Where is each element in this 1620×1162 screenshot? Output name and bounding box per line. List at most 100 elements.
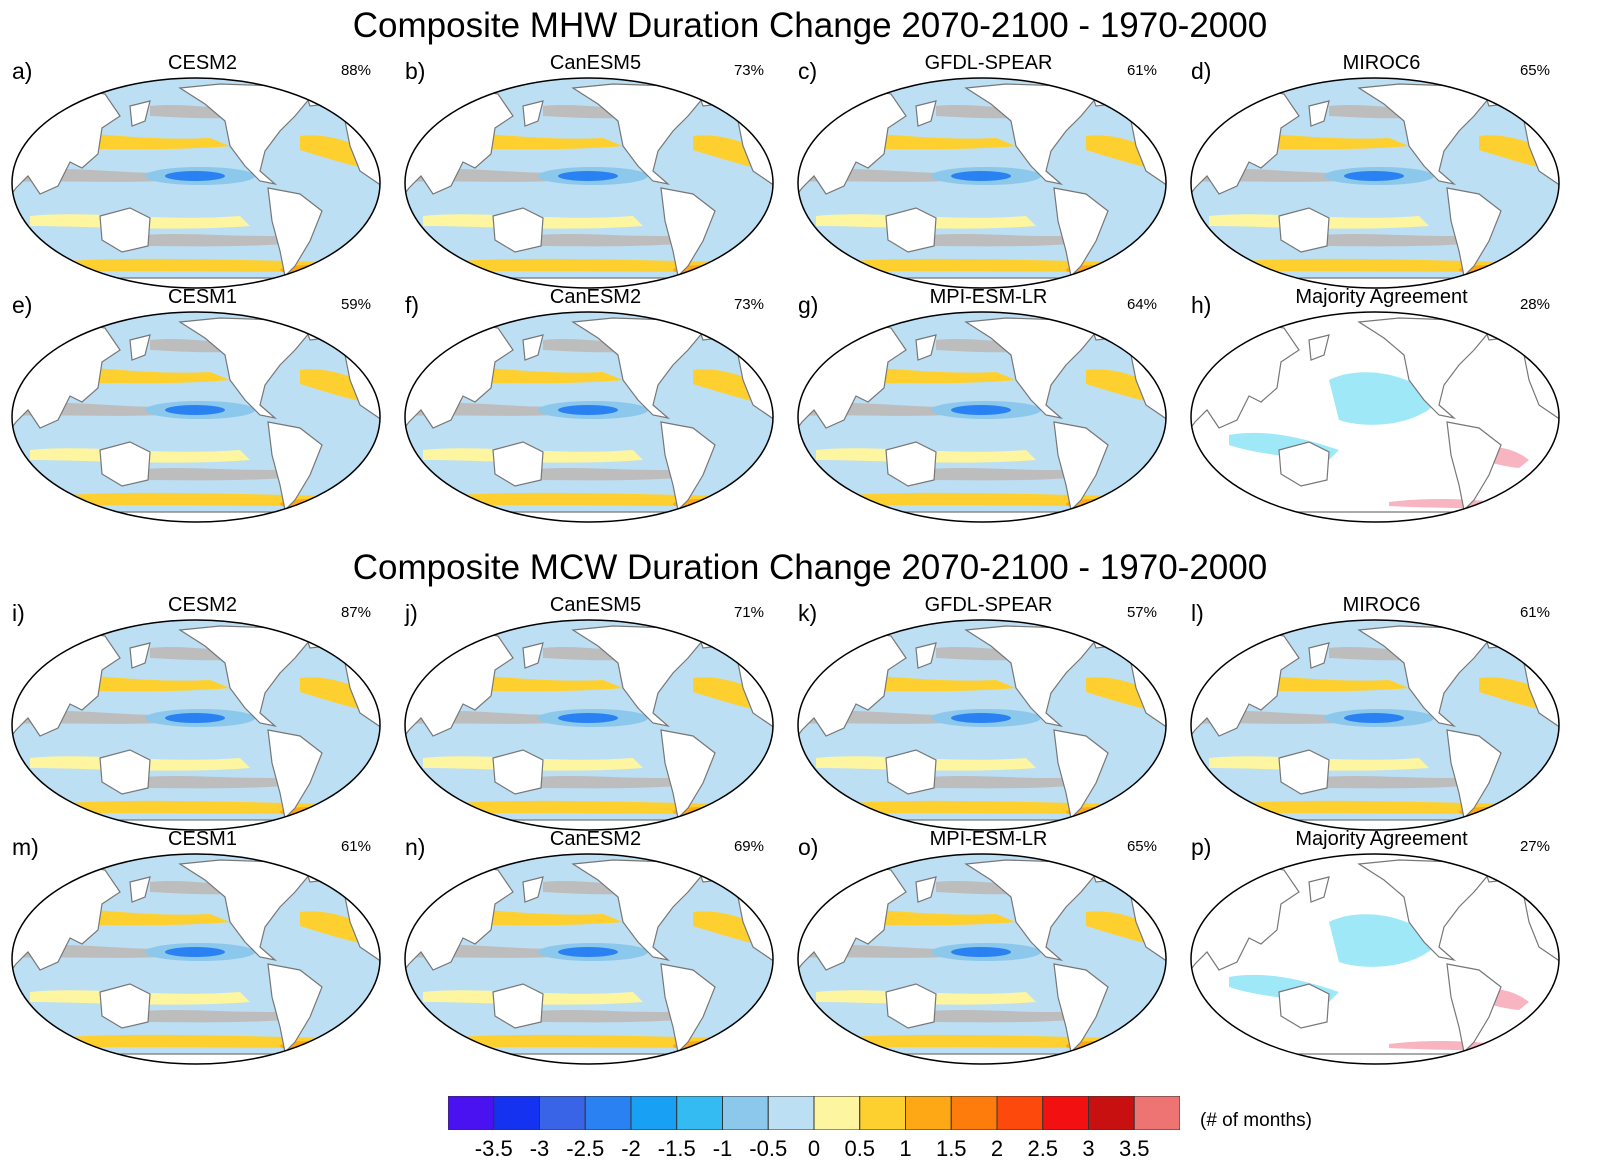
continent [522, 876, 544, 903]
negative-anomaly [165, 171, 225, 181]
continent [1308, 334, 1330, 361]
panel-percent: 27% [1519, 838, 1550, 855]
neutral-area [1309, 234, 1489, 247]
continent [522, 642, 544, 669]
negative-anomaly [558, 713, 618, 723]
neutral-area [523, 468, 703, 481]
mhw-section-title: Composite MHW Duration Change 2070-2100 … [352, 6, 1268, 45]
panel-percent: 87% [340, 604, 371, 621]
continent [522, 100, 544, 127]
panel-letter: g) [798, 292, 819, 318]
map-svg [404, 619, 774, 831]
map-border [797, 619, 1167, 831]
panel-percent: 59% [340, 296, 371, 313]
panel-model-name: MIROC6 [1342, 594, 1421, 616]
panel-percent: 61% [340, 838, 371, 855]
panel-letter: j) [405, 600, 418, 626]
map-border [11, 619, 381, 831]
continent [660, 963, 716, 1054]
colorbar-tick-label: -1.5 [657, 1136, 696, 1161]
map-panel: c) GFDL-SPEAR 61% [796, 52, 1181, 289]
colorbar-units: (# of months) [1200, 1110, 1312, 1131]
panel-percent: 57% [1126, 604, 1157, 621]
panel-percent: 65% [1519, 62, 1550, 79]
continent [99, 983, 151, 1029]
panel-percent: 73% [733, 62, 764, 79]
positive-anomaly [836, 492, 1126, 506]
continent [492, 207, 544, 253]
panel-model-name: MPI-ESM-LR [929, 286, 1048, 308]
map-border [797, 77, 1167, 289]
map-svg [797, 77, 1167, 289]
map-border [1190, 311, 1560, 523]
colorbar-swatch [584, 1096, 632, 1130]
map-field [12, 854, 380, 1064]
negative-anomaly [165, 947, 225, 957]
panel-percent: 64% [1126, 296, 1157, 313]
map-panel: m) CESM1 61% [10, 828, 395, 1065]
panel-percent: 71% [733, 604, 764, 621]
continent [660, 187, 716, 278]
continent [1446, 187, 1502, 278]
colorbar-tick-label: -2.5 [566, 1136, 605, 1161]
map-svg [404, 77, 774, 289]
map-border [1190, 619, 1560, 831]
continent [267, 187, 323, 278]
colorbar-tick-label: -2 [621, 1136, 641, 1161]
panel-model-name: Majority Agreement [1295, 828, 1468, 850]
positive-anomaly [1229, 800, 1519, 814]
panel-letter: b) [405, 58, 426, 84]
map-panel: i) CESM2 87% [10, 594, 395, 831]
colorbar-swatch [448, 1096, 495, 1130]
continent [492, 441, 544, 487]
colorbar-swatch [996, 1096, 1044, 1130]
continent [1278, 441, 1330, 487]
colorbar-tick-label: 3 [1082, 1136, 1095, 1161]
positive-anomaly [836, 258, 1126, 272]
panel-letter: m) [12, 834, 39, 860]
continent [1308, 642, 1330, 669]
positive-anomaly [50, 258, 340, 272]
panel-model-name: CanESM5 [549, 594, 642, 616]
continent [492, 983, 544, 1029]
neutral-area [916, 1010, 1096, 1023]
continent [1053, 963, 1109, 1054]
colorbar-tick-label: 2.5 [1027, 1136, 1059, 1161]
negative-anomaly [165, 713, 225, 723]
positive-anomaly [443, 258, 733, 272]
colorbar-tick-label: -0.5 [749, 1136, 788, 1161]
panel-percent: 61% [1126, 62, 1157, 79]
colorbar-tick-label: 2 [990, 1136, 1004, 1161]
continent [99, 207, 151, 253]
colorbar [448, 1096, 1180, 1130]
colorbar-tick-label: -3.5 [474, 1136, 513, 1161]
neutral-area [523, 234, 703, 247]
negative-anomaly [165, 405, 225, 415]
panel-model-name: CanESM5 [549, 52, 642, 74]
map-field [12, 620, 380, 830]
map-svg [11, 619, 381, 831]
positive-anomaly [50, 800, 340, 814]
panel-letter: f) [405, 292, 420, 318]
negative-anomaly [558, 947, 618, 957]
continent [99, 749, 151, 795]
map-svg [1190, 311, 1560, 523]
panel-letter: i) [12, 600, 25, 626]
continent [1446, 963, 1502, 1054]
continent [915, 642, 937, 669]
negative-anomaly [1344, 713, 1404, 723]
negative-anomaly [1344, 171, 1404, 181]
map-field [1191, 312, 1559, 522]
continent [660, 421, 716, 512]
panel-model-name: CESM1 [168, 286, 237, 308]
colorbar-tick-label: 0.5 [844, 1136, 876, 1161]
map-field [1191, 854, 1559, 1064]
continent [915, 100, 937, 127]
positive-anomaly [443, 1034, 733, 1048]
negative-anomaly [558, 171, 618, 181]
panel-percent: 73% [733, 296, 764, 313]
panel-percent: 61% [1519, 604, 1550, 621]
map-field [405, 312, 773, 522]
continent [885, 441, 937, 487]
colorbar-tick-label: 0 [807, 1136, 821, 1161]
